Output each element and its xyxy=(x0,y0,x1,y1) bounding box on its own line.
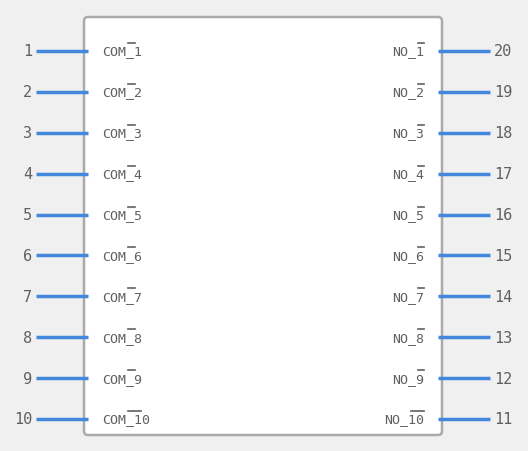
Text: 17: 17 xyxy=(494,167,512,182)
Text: 1: 1 xyxy=(23,44,32,60)
Text: 19: 19 xyxy=(494,85,512,100)
Text: COM_7: COM_7 xyxy=(102,290,142,303)
Text: NO_7: NO_7 xyxy=(392,290,424,303)
Text: COM_9: COM_9 xyxy=(102,372,142,385)
Text: 15: 15 xyxy=(494,249,512,263)
Text: NO_6: NO_6 xyxy=(392,249,424,262)
Text: NO_10: NO_10 xyxy=(384,413,424,426)
Text: NO_5: NO_5 xyxy=(392,209,424,221)
Text: 3: 3 xyxy=(23,126,32,141)
Text: 4: 4 xyxy=(23,167,32,182)
Text: 9: 9 xyxy=(23,371,32,386)
Text: 13: 13 xyxy=(494,330,512,345)
Text: COM_8: COM_8 xyxy=(102,331,142,344)
Text: 7: 7 xyxy=(23,289,32,304)
Text: NO_3: NO_3 xyxy=(392,127,424,140)
Text: 2: 2 xyxy=(23,85,32,100)
Text: 6: 6 xyxy=(23,249,32,263)
Text: COM_3: COM_3 xyxy=(102,127,142,140)
Text: 10: 10 xyxy=(14,412,32,427)
Text: 11: 11 xyxy=(494,412,512,427)
Text: 14: 14 xyxy=(494,289,512,304)
Text: COM_2: COM_2 xyxy=(102,86,142,99)
Text: 8: 8 xyxy=(23,330,32,345)
Text: NO_2: NO_2 xyxy=(392,86,424,99)
Text: 20: 20 xyxy=(494,44,512,60)
FancyBboxPatch shape xyxy=(84,18,442,435)
Text: 12: 12 xyxy=(494,371,512,386)
Text: NO_8: NO_8 xyxy=(392,331,424,344)
Text: 5: 5 xyxy=(23,207,32,222)
Text: COM_4: COM_4 xyxy=(102,168,142,181)
Text: NO_1: NO_1 xyxy=(392,46,424,58)
Text: NO_9: NO_9 xyxy=(392,372,424,385)
Text: NO_4: NO_4 xyxy=(392,168,424,181)
Text: COM_6: COM_6 xyxy=(102,249,142,262)
Text: COM_1: COM_1 xyxy=(102,46,142,58)
Text: COM_10: COM_10 xyxy=(102,413,150,426)
Text: 18: 18 xyxy=(494,126,512,141)
Text: 16: 16 xyxy=(494,207,512,222)
Text: COM_5: COM_5 xyxy=(102,209,142,221)
